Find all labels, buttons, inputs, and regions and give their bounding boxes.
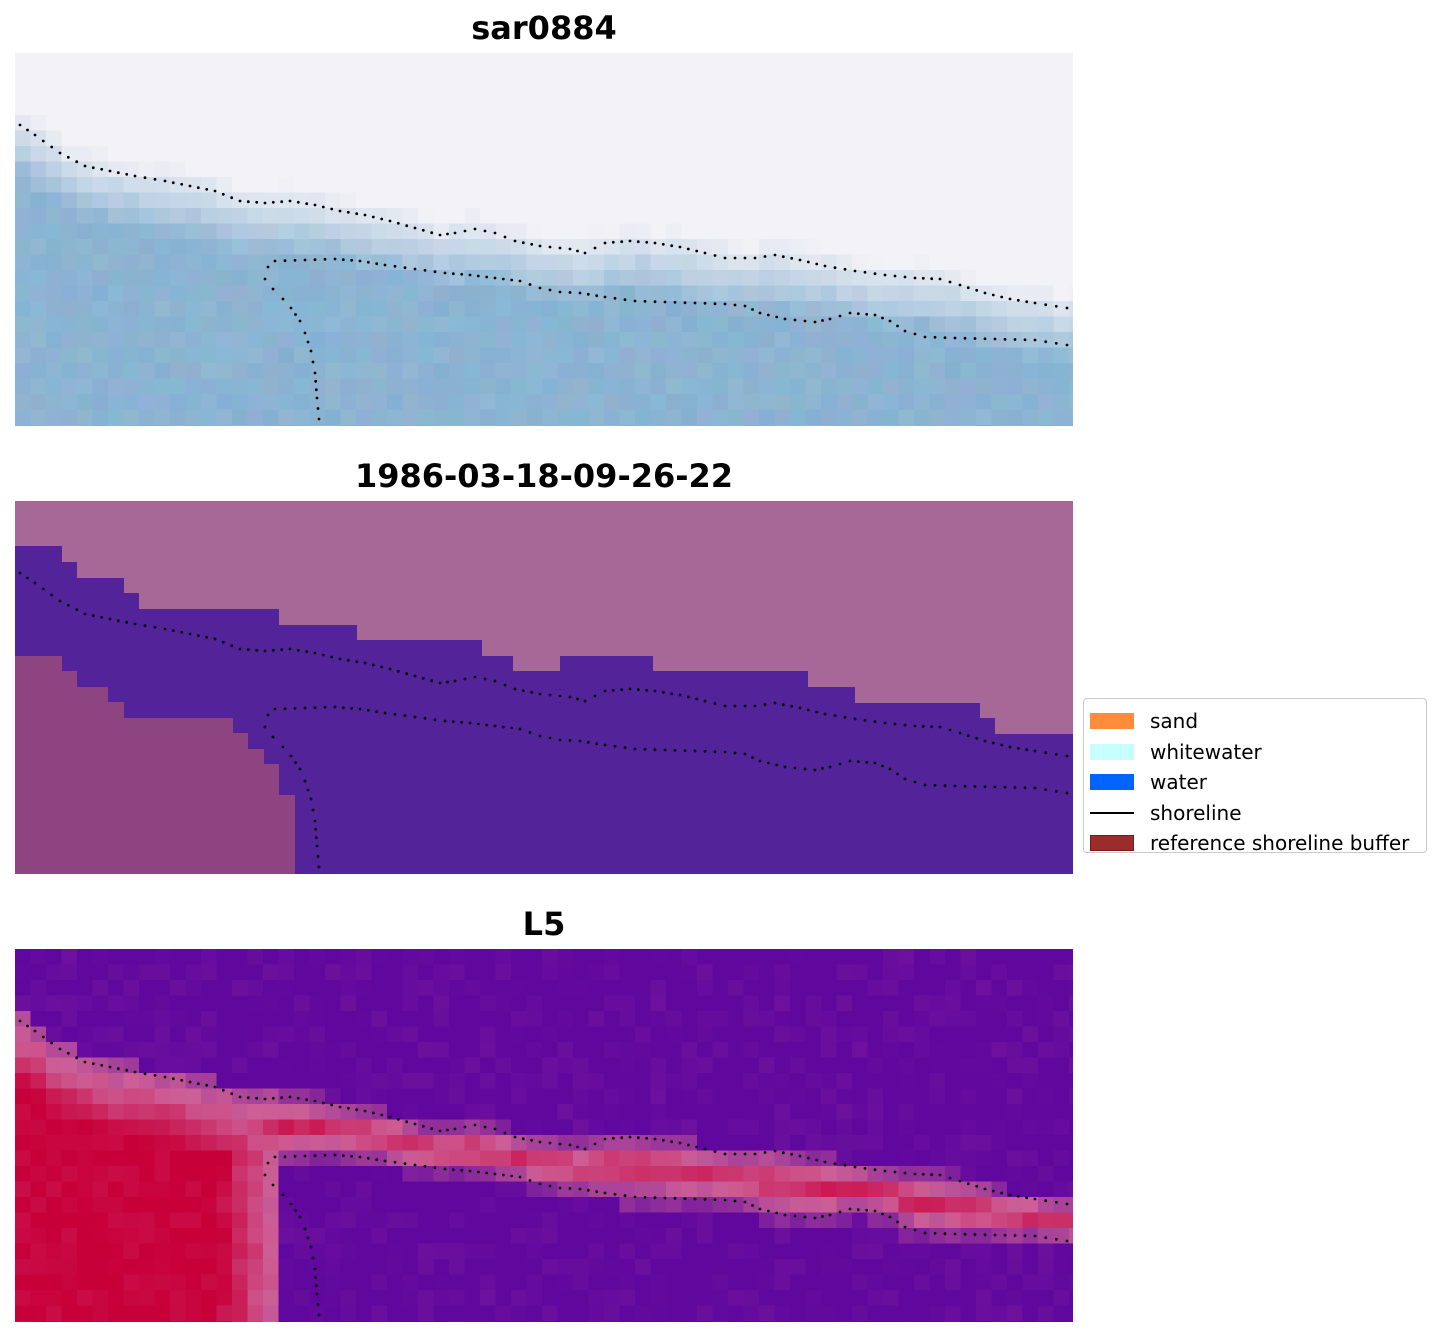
shoreline-dots (18, 123, 1069, 421)
legend: sand whitewater water shoreline referenc… (1083, 698, 1427, 855)
shoreline-line-swatch (1090, 811, 1134, 814)
class-water-region (15, 546, 1073, 874)
panel-title-index: L5 (522, 905, 566, 943)
classification-image (15, 501, 1073, 874)
legend-label: shoreline (1150, 800, 1242, 825)
rgb-image-panel (15, 53, 1073, 426)
shoreline-dots (18, 571, 1069, 869)
legend-item-shoreline: shoreline (1090, 798, 1426, 829)
legend-item-water: water (1090, 767, 1426, 798)
water-swatch (1090, 774, 1134, 791)
rgb-image (15, 53, 1073, 426)
panel-title-rgb: sar0884 (471, 9, 617, 47)
reference-buffer-swatch (1090, 835, 1134, 852)
legend-label: sand (1150, 709, 1199, 734)
shoreline-dots (18, 1019, 1069, 1317)
class-land-region (15, 656, 295, 874)
legend-item-reference-buffer: reference shoreline buffer (1090, 828, 1426, 859)
whitewater-swatch (1090, 743, 1134, 760)
legend-item-sand: sand (1090, 706, 1426, 737)
rgb-pixels (15, 53, 1073, 426)
legend-label: whitewater (1150, 739, 1262, 764)
legend-label: reference shoreline buffer (1150, 831, 1410, 856)
classification-image-panel (15, 501, 1073, 874)
index-image-panel (15, 949, 1073, 1322)
legend-label: water (1150, 770, 1207, 795)
panel-title-classification: 1986-03-18-09-26-22 (354, 457, 734, 495)
sand-swatch (1090, 713, 1134, 730)
index-image (15, 949, 1073, 1322)
legend-item-whitewater: whitewater (1090, 737, 1426, 768)
index-pixels (15, 949, 1073, 1322)
